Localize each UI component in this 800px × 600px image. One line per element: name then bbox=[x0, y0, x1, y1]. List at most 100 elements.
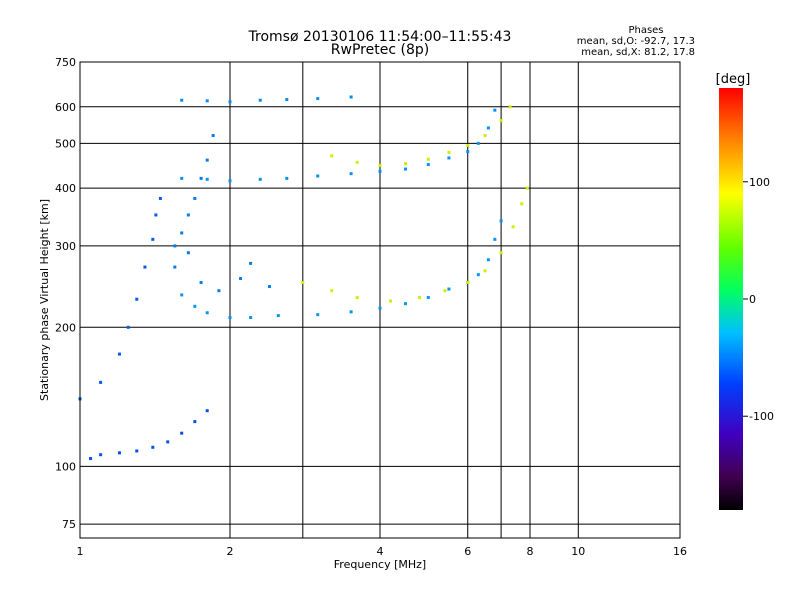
data-point bbox=[117, 451, 121, 455]
data-point bbox=[166, 440, 170, 444]
plot-frame bbox=[79, 61, 681, 539]
y-tick-label: 750 bbox=[55, 56, 76, 69]
x-tick-label: 1 bbox=[77, 545, 84, 558]
x-tick-label: 8 bbox=[527, 545, 534, 558]
data-point bbox=[205, 158, 209, 162]
x-tick-label: 16 bbox=[673, 545, 687, 558]
y-tick-label: 400 bbox=[55, 182, 76, 195]
data-point bbox=[316, 174, 320, 178]
data-point bbox=[330, 154, 334, 158]
data-point bbox=[301, 281, 305, 285]
data-point bbox=[486, 258, 490, 262]
data-point bbox=[199, 281, 203, 285]
data-point bbox=[403, 162, 407, 166]
data-point bbox=[316, 313, 320, 317]
data-point bbox=[180, 98, 184, 102]
data-point bbox=[447, 156, 451, 160]
data-point bbox=[193, 420, 197, 424]
data-point bbox=[135, 297, 139, 301]
data-point bbox=[126, 325, 130, 329]
data-point bbox=[466, 281, 470, 285]
data-point bbox=[239, 277, 243, 281]
data-point bbox=[316, 97, 320, 101]
data-point bbox=[389, 299, 393, 303]
data-point bbox=[426, 157, 430, 161]
colorbar-tick-label: 0 bbox=[749, 293, 756, 306]
x-tick-label: 10 bbox=[571, 545, 585, 558]
data-point bbox=[378, 306, 382, 310]
data-point bbox=[520, 202, 524, 206]
data-point bbox=[135, 449, 139, 453]
data-point bbox=[483, 134, 487, 138]
data-point bbox=[193, 196, 197, 200]
data-point bbox=[205, 409, 209, 413]
data-point bbox=[483, 269, 487, 273]
data-point bbox=[173, 265, 177, 269]
data-point bbox=[525, 186, 529, 190]
x-axis-label: Frequency [MHz] bbox=[334, 558, 426, 571]
data-point bbox=[151, 445, 155, 449]
data-point bbox=[89, 457, 93, 461]
data-point bbox=[180, 231, 184, 235]
data-point bbox=[486, 126, 490, 130]
data-point bbox=[349, 95, 353, 99]
data-point bbox=[403, 167, 407, 171]
data-point bbox=[249, 315, 253, 319]
data-point bbox=[447, 150, 451, 154]
data-point bbox=[476, 273, 480, 277]
x-tick-label: 2 bbox=[227, 545, 234, 558]
x-tick-labels: 1 2 4 6 8 10 16 bbox=[77, 545, 688, 558]
data-point bbox=[99, 380, 103, 384]
data-point bbox=[511, 225, 515, 229]
data-point bbox=[403, 302, 407, 306]
data-point bbox=[199, 176, 203, 180]
y-tick-label: 500 bbox=[55, 137, 76, 150]
data-point bbox=[417, 296, 421, 300]
data-point bbox=[499, 219, 503, 223]
data-point bbox=[249, 261, 253, 265]
data-point bbox=[205, 177, 209, 181]
data-point bbox=[186, 213, 190, 217]
data-point bbox=[158, 196, 162, 200]
data-point bbox=[205, 99, 209, 103]
phase-x-stats: mean, sd,X: 81.2, 17.8 bbox=[581, 47, 695, 58]
data-point bbox=[154, 213, 158, 217]
data-point bbox=[349, 310, 353, 314]
data-point bbox=[493, 108, 497, 112]
data-point bbox=[355, 160, 359, 164]
data-point bbox=[443, 289, 447, 293]
data-point bbox=[258, 98, 262, 102]
data-point bbox=[228, 100, 232, 104]
y-tick-label: 600 bbox=[55, 101, 76, 114]
data-point bbox=[151, 237, 155, 241]
data-point bbox=[499, 119, 503, 123]
data-point bbox=[205, 311, 209, 315]
data-point bbox=[180, 431, 184, 435]
data-point bbox=[211, 134, 215, 138]
grid-lines bbox=[80, 62, 680, 538]
data-point bbox=[180, 293, 184, 297]
data-point bbox=[228, 179, 232, 183]
data-point bbox=[499, 251, 503, 255]
data-point bbox=[143, 265, 147, 269]
data-point bbox=[173, 244, 177, 248]
data-point bbox=[426, 163, 430, 167]
y-tick-label: 300 bbox=[55, 240, 76, 253]
data-point bbox=[180, 176, 184, 180]
data-point bbox=[349, 172, 353, 176]
data-point bbox=[378, 163, 382, 167]
data-point bbox=[276, 314, 280, 318]
data-points bbox=[78, 95, 529, 461]
data-point bbox=[217, 289, 221, 293]
y-tick-label: 75 bbox=[62, 518, 76, 531]
y-axis-label: Stationary phase Virtual Height [km] bbox=[38, 199, 51, 401]
colorbar-tick-label: 100 bbox=[749, 176, 770, 189]
data-point bbox=[186, 251, 190, 255]
phase-o-stats: mean, sd,O: -92.7, 17.3 bbox=[577, 36, 695, 47]
data-point bbox=[355, 296, 359, 300]
data-point bbox=[285, 176, 289, 180]
colorbar-label: [deg] bbox=[716, 72, 751, 87]
y-tick-label: 200 bbox=[55, 321, 76, 334]
data-point bbox=[117, 352, 121, 356]
data-point bbox=[99, 453, 103, 457]
